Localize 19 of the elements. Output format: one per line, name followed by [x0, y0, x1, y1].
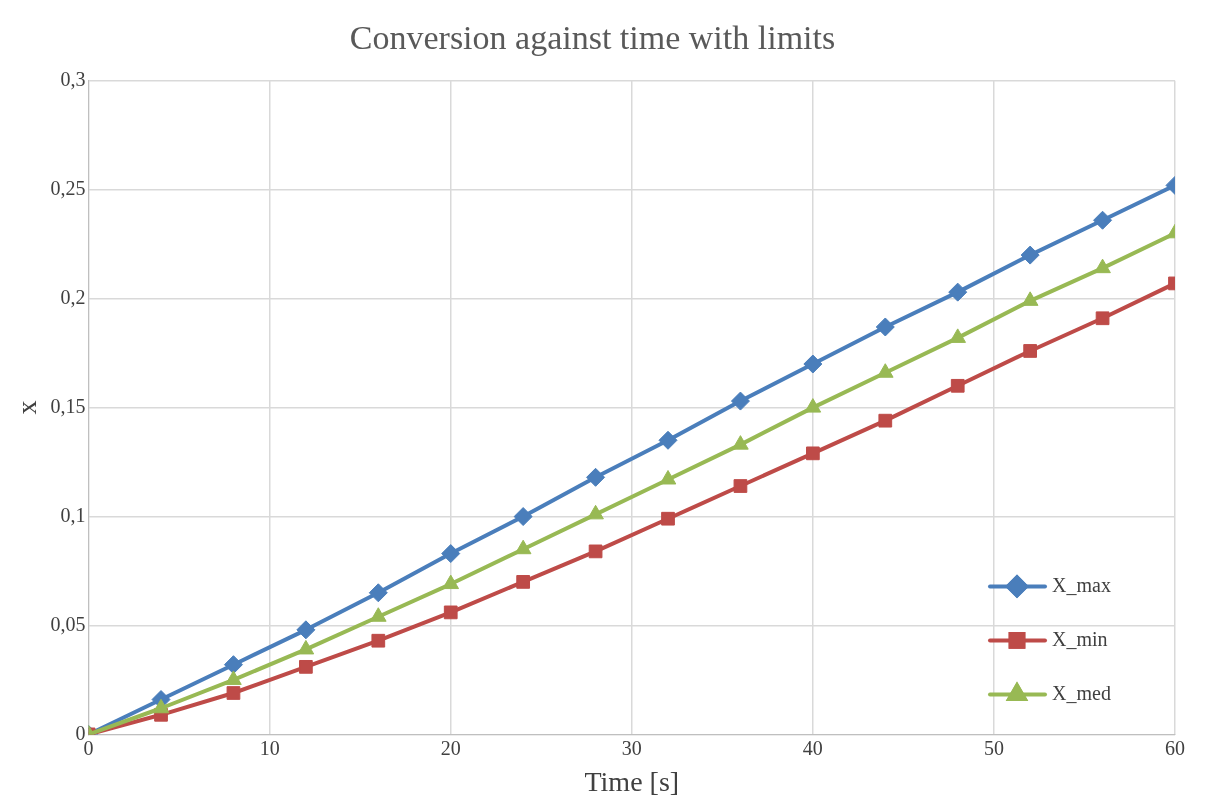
y-tick-label: 0,25: [50, 176, 86, 199]
y-tick-label: 0,05: [50, 612, 86, 635]
x-tick-label: 40: [802, 736, 823, 759]
y-tick-label: 0,2: [60, 285, 86, 308]
x-tick-label: 50: [983, 736, 1004, 759]
x-tick-label: 60: [1165, 736, 1185, 759]
legend-label: X_min: [1052, 627, 1108, 650]
y-axis-title: x: [11, 400, 43, 415]
x-tick-label: 10: [259, 736, 280, 759]
x-tick-label: 20: [440, 736, 461, 759]
x-axis-title: Time [s]: [584, 765, 680, 797]
legend-label: X_med: [1052, 681, 1111, 704]
x-tick-label: 30: [621, 736, 642, 759]
chart-title: Conversion against time with limits: [349, 19, 836, 57]
y-tick-label: 0,1: [60, 503, 86, 526]
legend-label: X_max: [1052, 573, 1111, 596]
y-tick-label: 0: [75, 721, 86, 744]
y-tick-label: 0,15: [50, 394, 86, 417]
y-tick-label: 0,3: [60, 68, 86, 91]
